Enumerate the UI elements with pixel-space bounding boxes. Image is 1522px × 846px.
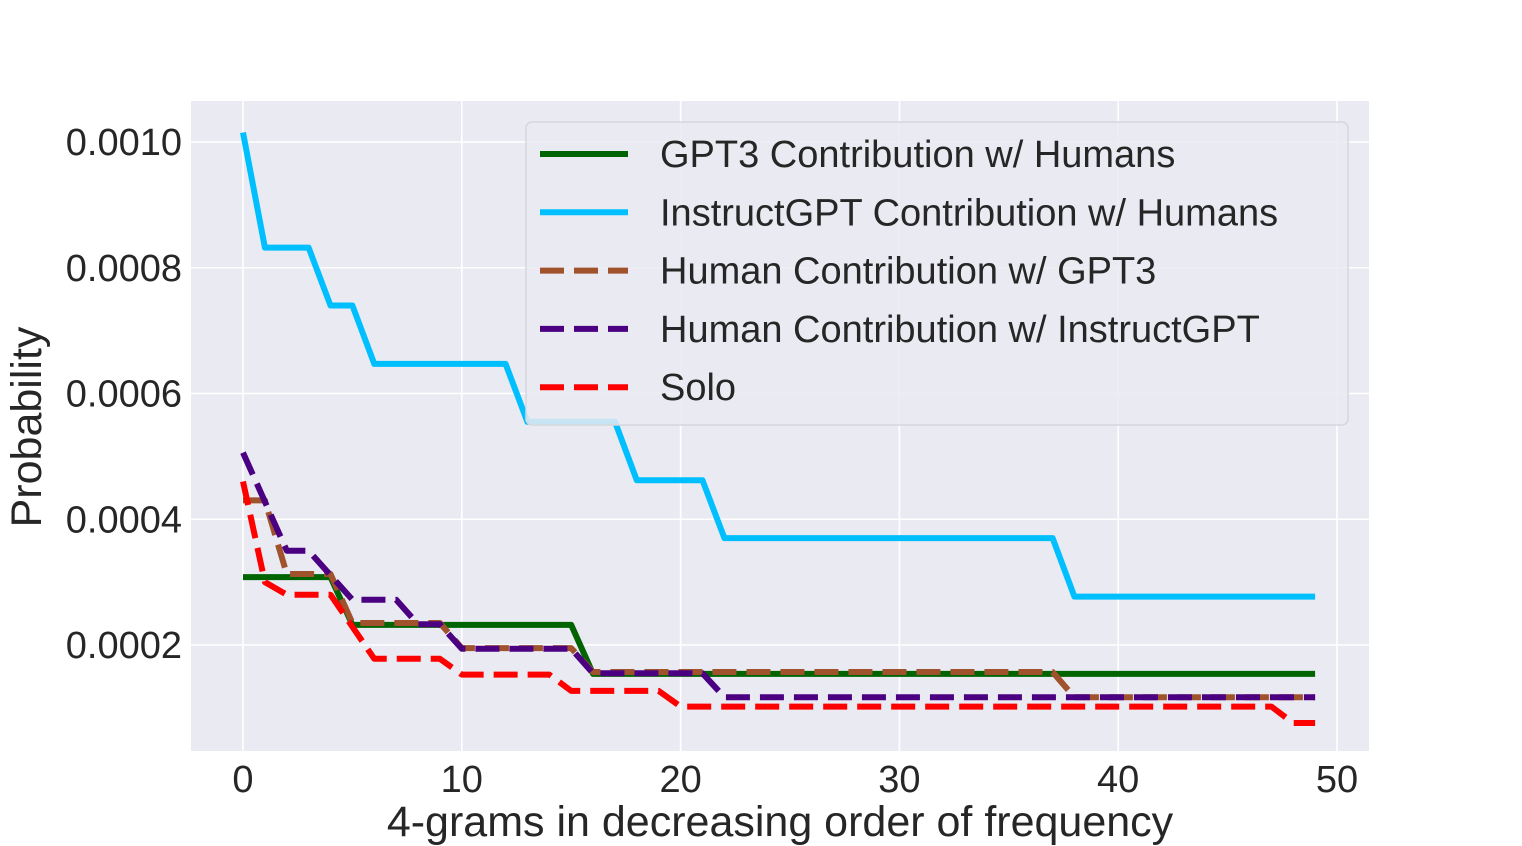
- y-axis-label: Probability: [3, 326, 51, 527]
- x-tick-label: 40: [1097, 759, 1139, 801]
- x-axis-label: 4-grams in decreasing order of frequency: [387, 798, 1174, 846]
- series-line-4: [240, 451, 1316, 701]
- legend-label: InstructGPT Contribution w/ Humans: [660, 192, 1278, 234]
- legend: GPT3 Contribution w/ Humans InstructGPT C…: [525, 121, 1349, 426]
- legend-label: Human Contribution w/ InstructGPT: [660, 309, 1260, 351]
- y-tick-label: 0.0004: [66, 499, 182, 541]
- legend-label: Human Contribution w/ GPT3: [660, 251, 1156, 293]
- series-line-5: [240, 480, 1316, 726]
- tick-labels: 0 10 20 30 40 50 0.0002 0.0004 0.0006 0.0008 0.001…: [66, 122, 1358, 801]
- y-tick-label: 0.0010: [66, 122, 182, 164]
- legend-label: GPT3 Contribution w/ Humans: [660, 134, 1175, 176]
- y-tick-label: 0.0002: [66, 625, 182, 667]
- y-tick-label: 0.0006: [66, 374, 182, 416]
- y-tick-label: 0.0008: [66, 248, 182, 290]
- x-tick-label: 0: [232, 759, 253, 801]
- series-line-3: [243, 497, 1316, 701]
- x-tick-label: 20: [659, 759, 701, 801]
- x-tick-label: 30: [878, 759, 920, 801]
- legend-box: [525, 121, 1349, 426]
- legend-label: Solo: [660, 367, 736, 409]
- x-tick-label: 50: [1316, 759, 1358, 801]
- x-tick-label: 10: [441, 759, 483, 801]
